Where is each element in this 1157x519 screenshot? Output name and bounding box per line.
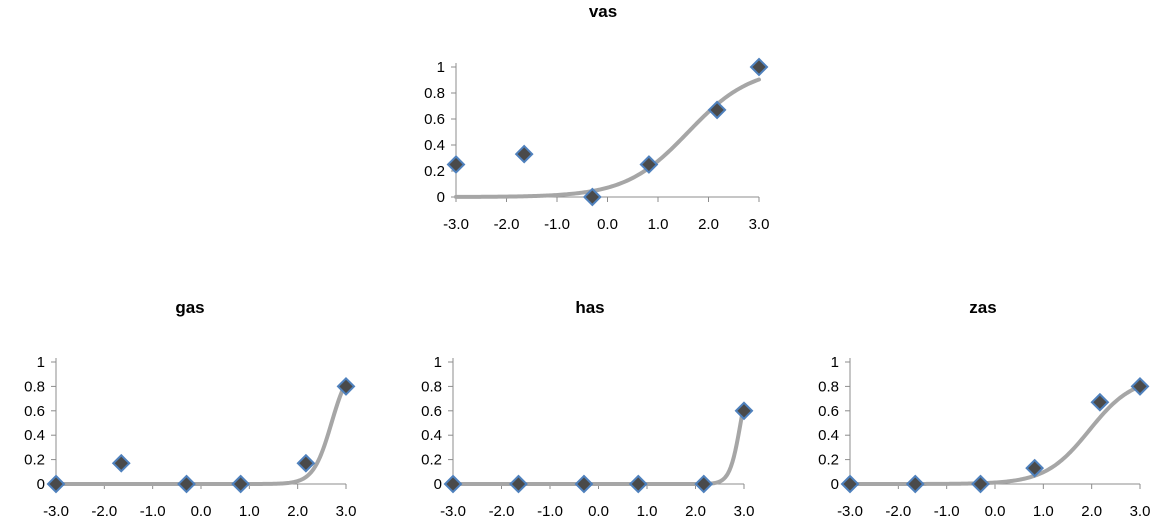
chart-vas: vas 0 0.2 0.4 0.6 0.8 1 -3.0 -2.0 -1.0 0.0 1.0 2.0 3.…	[424, 2, 769, 233]
x-tick-label: 2.0	[698, 216, 719, 233]
x-tick-label: 3.0	[336, 503, 357, 519]
x-tick-label: -1.0	[140, 503, 166, 519]
data-point	[1090, 392, 1110, 412]
x-tick-label: -3.0	[440, 503, 466, 519]
y-tick-label: 0	[434, 476, 442, 493]
y-tick-label: 0	[831, 476, 839, 493]
data-point	[694, 474, 714, 494]
x-tick-label: 3.0	[1130, 503, 1151, 519]
x-tick-label: 0.0	[588, 503, 609, 519]
y-tick-label: 0.8	[421, 378, 442, 395]
y-tick-label: 0.6	[24, 403, 45, 420]
data-point	[1130, 376, 1150, 396]
fit-curve	[54, 380, 348, 486]
y-tick-label: 0	[437, 189, 445, 206]
y-tick-label: 0.4	[818, 427, 839, 444]
x-tick-label: -1.0	[537, 503, 563, 519]
chart-title: vas	[589, 2, 617, 21]
data-point	[971, 474, 990, 494]
chart-gas: gas 0 0.2 0.4 0.6 0.8 1 -3.0 -2.0 -1.0 0.0 1.0 2.0 3.…	[24, 298, 356, 519]
data-point	[840, 474, 860, 494]
data-point	[1025, 458, 1045, 478]
y-tick-label: 0.4	[421, 427, 442, 444]
fit-curve	[451, 402, 746, 486]
x-tick-label: 1.0	[648, 216, 669, 233]
data-point	[734, 401, 754, 421]
data-point	[509, 474, 528, 494]
data-point	[443, 474, 463, 494]
x-tick-label: 2.0	[685, 503, 706, 519]
x-tick-label: 1.0	[239, 503, 260, 519]
y-tick-label: 0.2	[421, 452, 442, 469]
y-tick-label: 0.2	[424, 163, 445, 180]
y-tick-label: 0	[37, 476, 45, 493]
data-point	[749, 57, 769, 77]
y-tick-label: 1	[437, 59, 445, 76]
data-point	[639, 155, 659, 174]
x-tick-label: 0.0	[597, 216, 618, 233]
chart-title: zas	[969, 298, 996, 317]
chart-has: has 0 0.2 0.4 0.6 0.8 1 -3.0 -2.0 -1.0 0.0 1.0 2.0 3.…	[421, 298, 754, 519]
y-tick-label: 0.6	[424, 111, 445, 128]
x-tick-label: -2.0	[494, 216, 520, 233]
y-tick-label: 0.8	[818, 378, 839, 395]
x-tick-label: -2.0	[91, 503, 117, 519]
y-tick-label: 0.2	[24, 452, 45, 469]
x-tick-label: -3.0	[443, 216, 469, 233]
fit-curve	[848, 384, 1142, 486]
y-tick-label: 0.4	[424, 137, 445, 154]
x-tick-label: 1.0	[1033, 503, 1054, 519]
x-tick-label: -1.0	[934, 503, 960, 519]
x-tick-label: 1.0	[637, 503, 658, 519]
data-point	[628, 474, 648, 494]
chart-title: has	[575, 298, 604, 317]
x-tick-label: -3.0	[837, 503, 863, 519]
data-point	[514, 144, 534, 164]
data-point	[582, 187, 602, 207]
data-point	[905, 474, 925, 494]
x-tick-label: 3.0	[734, 503, 755, 519]
y-tick-label: 1	[37, 354, 45, 371]
x-tick-label: -2.0	[489, 503, 515, 519]
x-tick-label: 2.0	[287, 503, 308, 519]
chart-zas: zas 0 0.2 0.4 0.6 0.8 1 -3.0 -2.0 -1.0 0.0 1.0 2.0 3.…	[818, 298, 1150, 519]
x-tick-label: 0.0	[191, 503, 212, 519]
data-point	[296, 453, 316, 473]
x-tick-label: 3.0	[749, 216, 770, 233]
y-tick-label: 1	[831, 354, 839, 371]
x-tick-label: -1.0	[544, 216, 570, 233]
y-tick-label: 0.2	[818, 452, 839, 469]
y-tick-label: 0.8	[24, 378, 45, 395]
data-point	[446, 155, 466, 174]
data-point	[574, 474, 594, 494]
x-tick-label: -2.0	[885, 503, 911, 519]
y-tick-label: 0.8	[424, 85, 445, 102]
data-point	[231, 474, 251, 494]
x-tick-label: 2.0	[1081, 503, 1102, 519]
y-tick-label: 0.6	[421, 403, 442, 420]
y-tick-label: 0.6	[818, 403, 839, 420]
data-point	[336, 376, 356, 396]
fit-curve	[454, 77, 761, 199]
data-point	[46, 474, 66, 494]
data-point	[111, 453, 131, 473]
x-tick-label: 0.0	[985, 503, 1006, 519]
y-tick-label: 1	[434, 354, 442, 371]
chart-title: gas	[175, 298, 204, 317]
x-tick-label: -3.0	[43, 503, 69, 519]
data-point	[177, 474, 196, 494]
y-tick-label: 0.4	[24, 427, 45, 444]
data-point	[707, 100, 727, 120]
